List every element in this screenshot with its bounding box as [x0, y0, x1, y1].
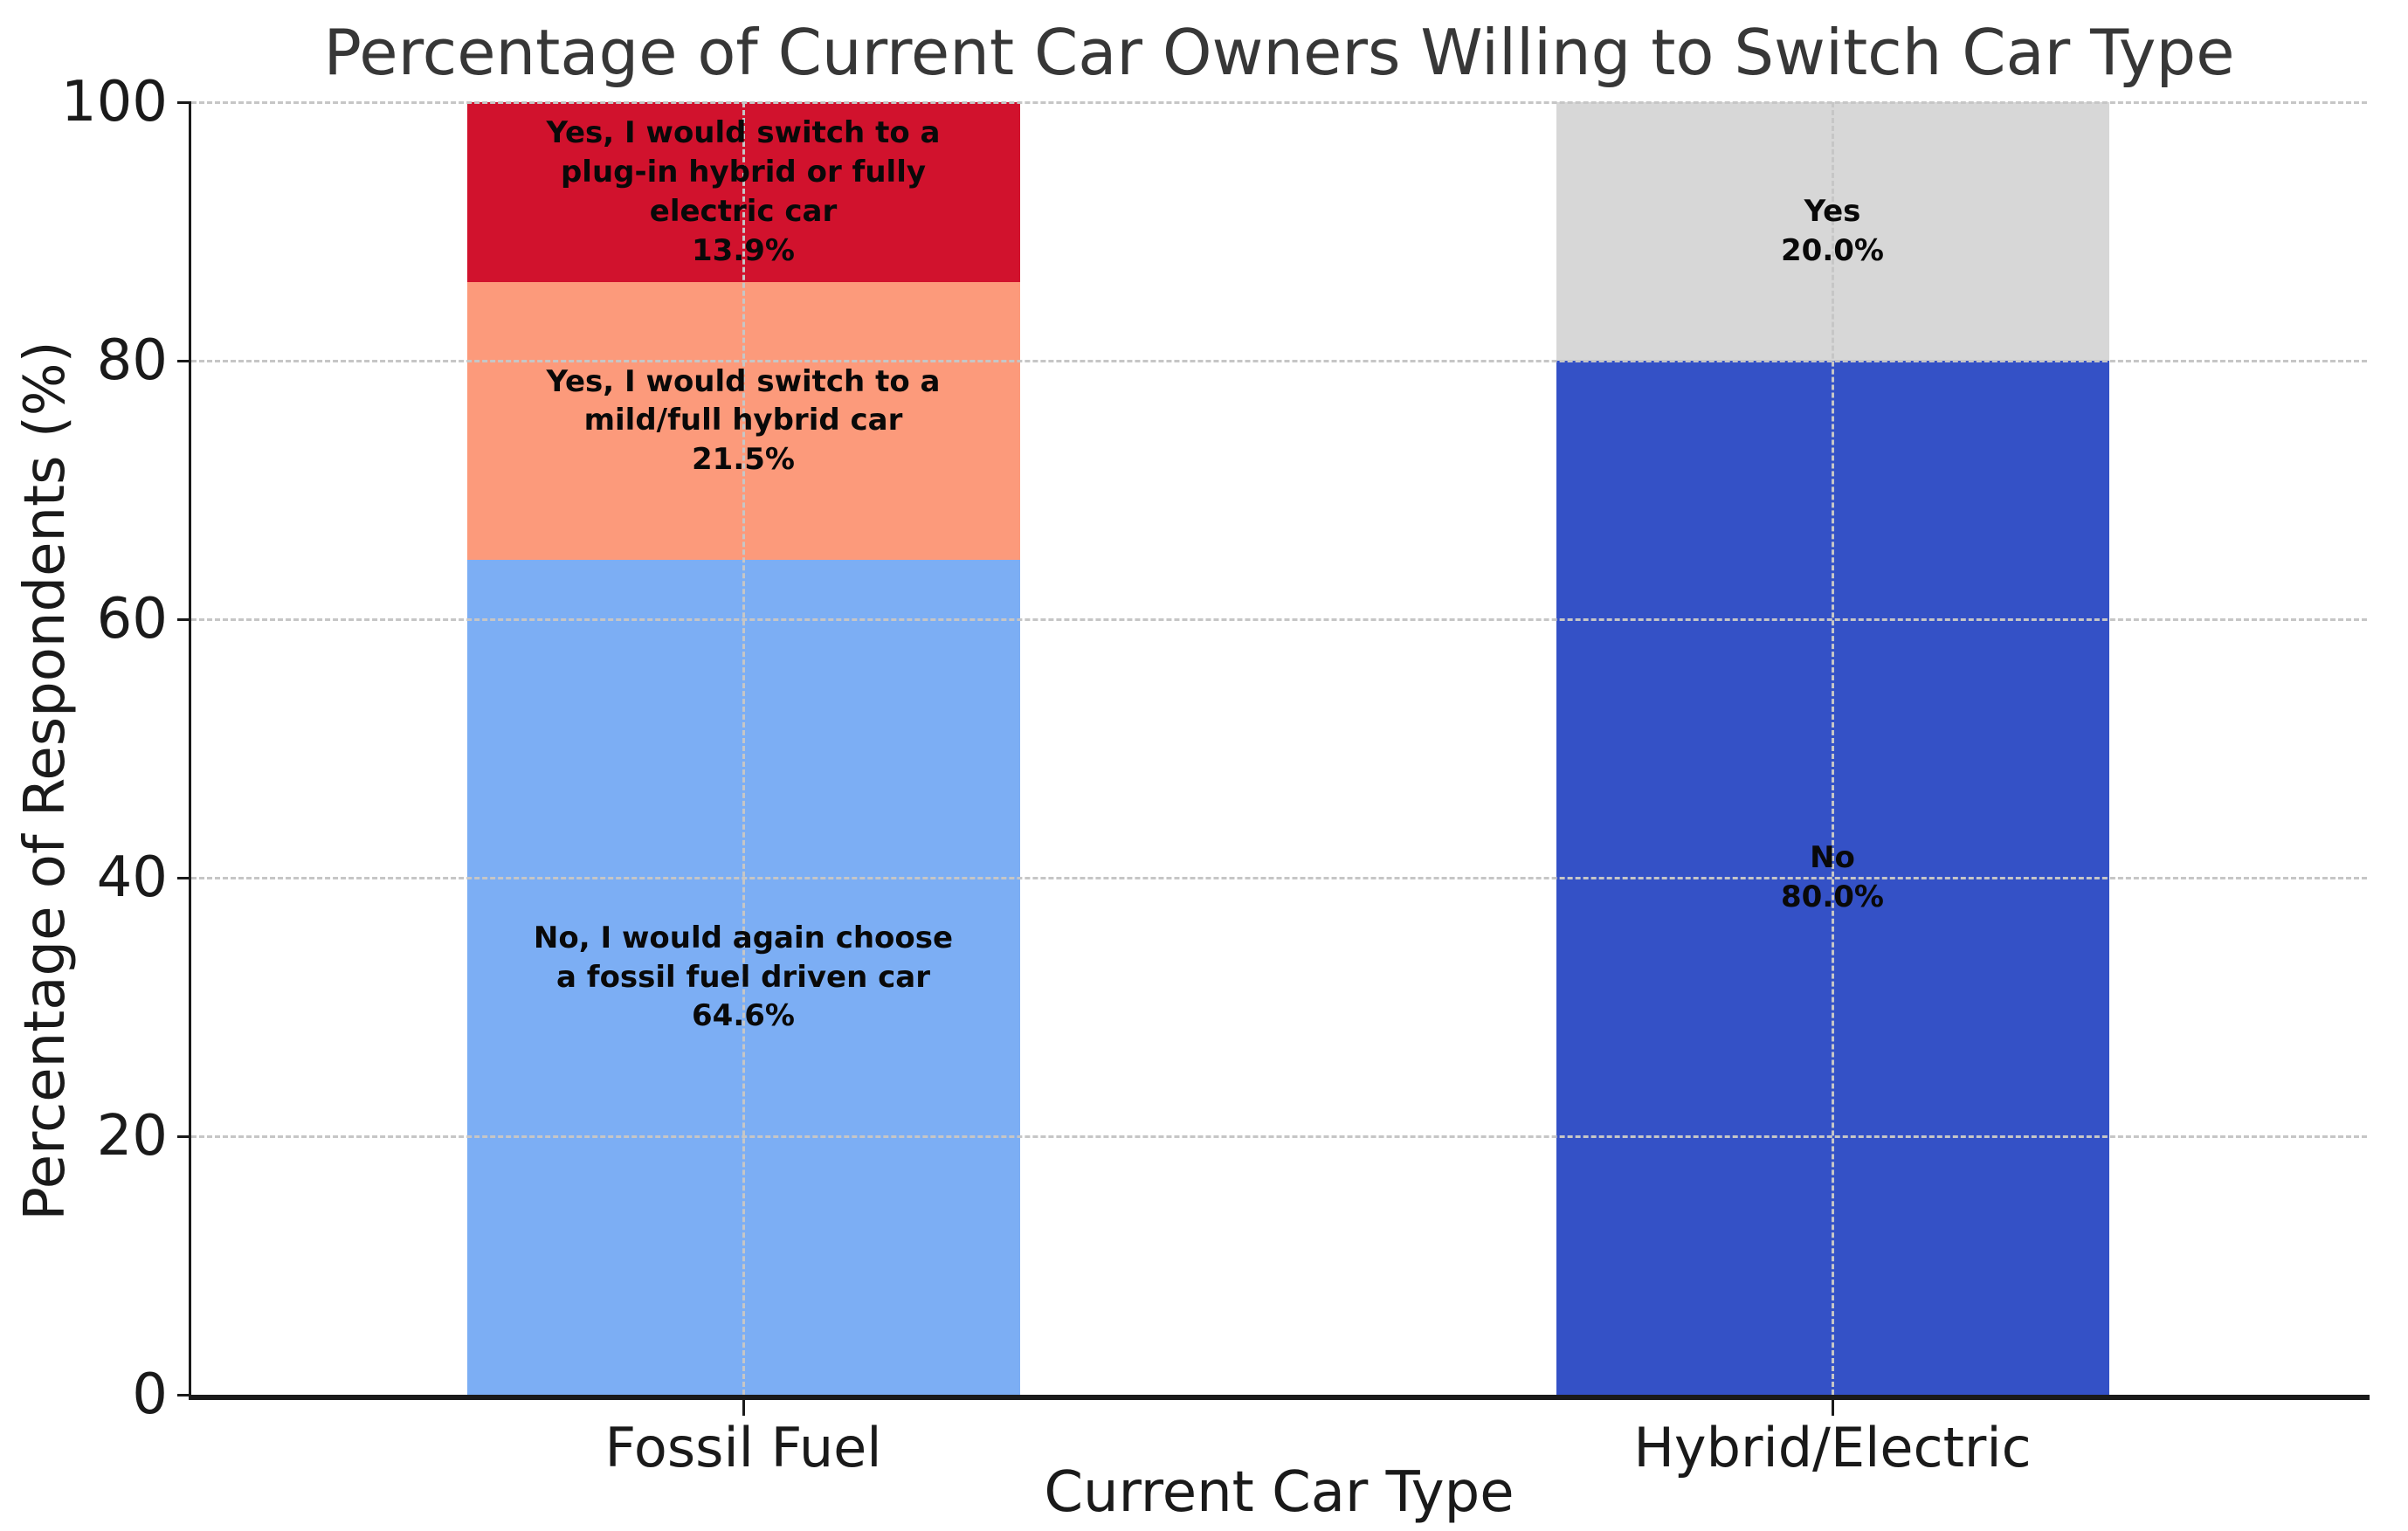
x-tick-mark — [1832, 1400, 1834, 1416]
segment-label-line: 64.6% — [692, 998, 795, 1034]
bar-segment-label-yes-hybrid-electric: Yes 20.0% — [1556, 102, 2109, 361]
chart-title: Percentage of Current Car Owners Willing… — [323, 16, 2235, 89]
segment-label-line: Yes — [1804, 194, 1861, 230]
x-tick-mark — [742, 1400, 745, 1416]
segment-label-line: Yes, I would switch to a — [546, 363, 941, 399]
y-tick-label: 0 — [132, 1362, 168, 1427]
x-gridline — [742, 102, 745, 1395]
segment-label-line: Yes, I would switch to a — [546, 115, 941, 151]
segment-label-line: plug-in hybrid or fully — [560, 155, 927, 190]
bar-segment-label-no-fossil-again: No, I would again choose a fossil fuel dr… — [467, 560, 1020, 1395]
bar-segment-label-yes-mild-full-hybrid: Yes, I would switch to a mild/full hybrid… — [467, 282, 1020, 560]
y-gridline — [191, 360, 2367, 362]
y-tick-label: 80 — [96, 328, 168, 393]
y-gridline — [191, 877, 2367, 879]
y-tick-label: 60 — [96, 587, 168, 652]
segment-label-line: a fossil fuel driven car — [556, 959, 930, 995]
segment-label-line: 13.9% — [692, 232, 795, 268]
segment-label-line: 21.5% — [692, 442, 795, 478]
segment-label-line: electric car — [649, 193, 838, 229]
y-tick-mark — [177, 618, 191, 621]
segment-label-line: No, I would again choose — [533, 920, 954, 955]
y-tick-mark — [177, 360, 191, 362]
y-tick-label: 20 — [96, 1104, 168, 1169]
y-tick-mark — [177, 101, 191, 104]
segment-label-line: 80.0% — [1781, 879, 1884, 914]
bar-segment-label-yes-plugin-or-electric: Yes, I would switch to a plug-in hybrid o… — [467, 102, 1020, 282]
plot-area: No, I would again choose a fossil fuel dr… — [191, 101, 2367, 1395]
bar-segment-label-no-hybrid-electric: No 80.0% — [1556, 361, 2109, 1395]
segment-label-line: No — [1810, 840, 1855, 876]
x-tick-label-fossil-fuel: Fossil Fuel — [604, 1416, 882, 1479]
segment-label-line: mild/full hybrid car — [583, 403, 903, 438]
y-gridline — [191, 101, 2367, 104]
y-tick-label: 40 — [96, 845, 168, 910]
segment-label-line: 20.0% — [1781, 233, 1884, 268]
x-axis-spine — [189, 1395, 2370, 1400]
y-axis-spine — [189, 102, 191, 1397]
grid-layer — [191, 101, 2367, 1395]
y-tick-mark — [177, 877, 191, 879]
y-tick-mark — [177, 1135, 191, 1138]
x-gridline — [1832, 102, 1834, 1395]
x-axis-label: Current Car Type — [1044, 1460, 1514, 1525]
x-tick-label-hybrid-electric: Hybrid/Electric — [1633, 1416, 2032, 1479]
y-gridline — [191, 618, 2367, 621]
y-tick-label: 100 — [60, 70, 168, 134]
segment-labels-layer: No, I would again choose a fossil fuel dr… — [191, 102, 2367, 1395]
y-gridline — [191, 1135, 2367, 1138]
y-tick-mark — [177, 1394, 191, 1397]
